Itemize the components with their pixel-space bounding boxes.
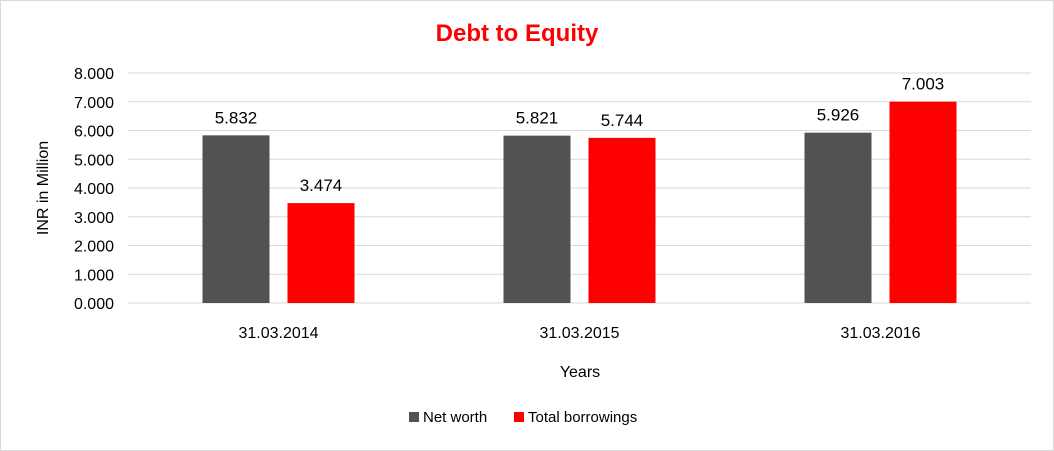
y-axis-ticks: 0.000 1.000 2.000 3.000 4.000 5.000 6.000 7.000…	[74, 66, 114, 313]
y-tick-label: 2.000	[74, 239, 114, 256]
chart-title: Debt to Equity	[436, 20, 599, 47]
x-tick-label: 31.03.2016	[840, 325, 920, 342]
bars	[202, 101, 957, 303]
y-tick-label: 8.000	[74, 66, 114, 83]
y-tick-label: 0.000	[74, 296, 114, 313]
legend-label: Net worth	[423, 409, 487, 426]
y-tick-label: 4.000	[74, 181, 114, 198]
data-label: 5.744	[601, 111, 644, 130]
bar-total-borrowings	[588, 137, 656, 303]
bar-net-worth	[202, 135, 270, 303]
x-tick-label: 31.03.2014	[238, 325, 318, 342]
y-tick-label: 7.000	[74, 95, 114, 112]
legend-label: Total borrowings	[528, 409, 637, 426]
x-axis-title: Years	[560, 364, 600, 381]
x-axis-ticks: 31.03.2014 31.03.2015 31.03.2016	[238, 325, 920, 342]
legend: Net worth Total borrowings	[409, 409, 637, 426]
data-label: 3.474	[300, 176, 343, 195]
x-tick-label: 31.03.2015	[539, 325, 619, 342]
bar-net-worth	[804, 132, 872, 303]
y-tick-label: 3.000	[74, 210, 114, 227]
data-label: 5.821	[516, 109, 559, 128]
legend-swatch	[514, 412, 524, 422]
legend-swatch	[409, 412, 419, 422]
bar-net-worth	[503, 135, 571, 303]
y-tick-label: 6.000	[74, 124, 114, 141]
y-axis-title: INR in Million	[35, 141, 52, 235]
bar-total-borrowings	[889, 101, 957, 303]
data-label: 5.832	[215, 108, 258, 127]
y-tick-label: 5.000	[74, 152, 114, 169]
data-labels: 5.832 3.474 5.821 5.744 5.926 7.003	[215, 75, 945, 195]
data-label: 5.926	[817, 106, 860, 125]
bar-total-borrowings	[287, 203, 355, 303]
gridlines	[128, 72, 1031, 304]
y-tick-label: 1.000	[74, 267, 114, 284]
data-label: 7.003	[902, 75, 945, 94]
